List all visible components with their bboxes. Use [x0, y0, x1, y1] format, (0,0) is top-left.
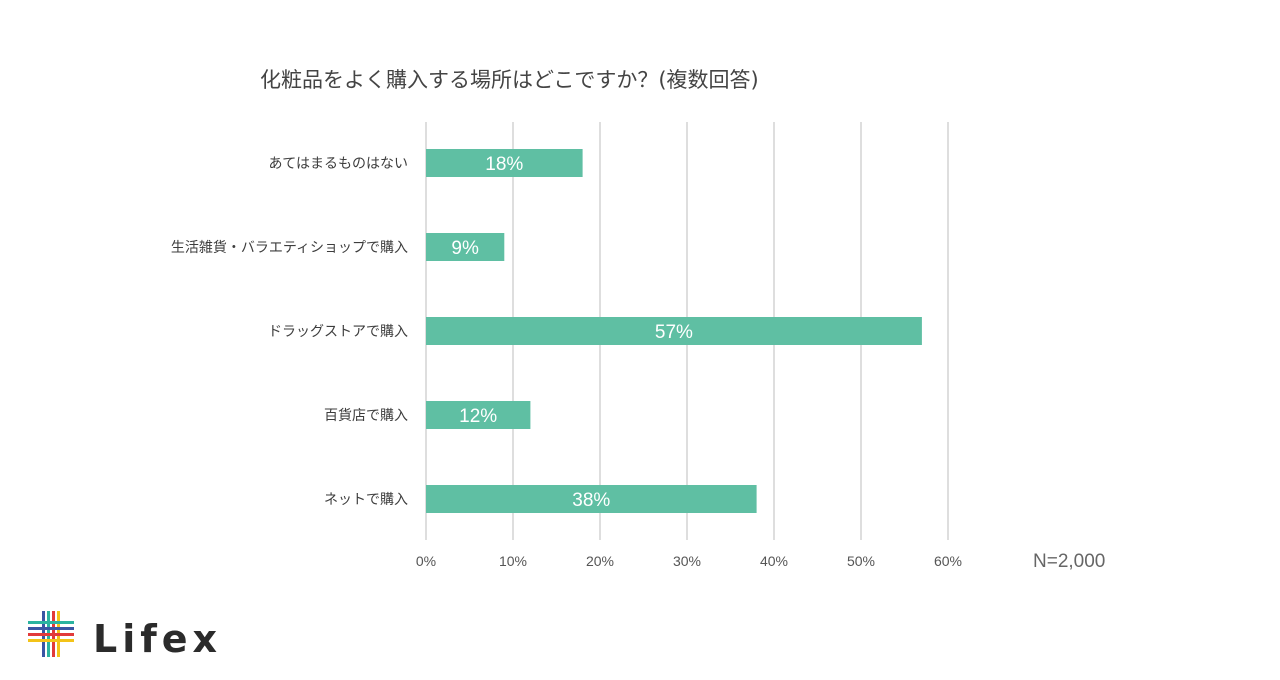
- bar: [426, 233, 505, 261]
- x-tick-label: 20%: [586, 553, 614, 569]
- logo-text: Lifex: [93, 617, 222, 661]
- chart-title: 化粧品をよく購入する場所はどこですか？(複数回答): [260, 68, 759, 92]
- data-label: 57%: [655, 322, 693, 343]
- bars: 18% 9% 57% 12% 38%: [426, 149, 922, 513]
- bar: [426, 485, 757, 513]
- data-label: 12%: [459, 406, 497, 427]
- category-label: 生活雑貨・バラエティショップで購入: [171, 239, 408, 256]
- category-label: あてはまるものはない: [269, 156, 408, 172]
- x-tick-label: 0%: [416, 553, 436, 569]
- category-label: ドラッグストアで購入: [268, 324, 408, 340]
- x-tick-label: 40%: [760, 553, 788, 569]
- x-tick-label: 30%: [673, 553, 701, 569]
- bar: [426, 317, 922, 345]
- x-tick-label: 60%: [934, 553, 962, 569]
- bar: [426, 149, 583, 177]
- logo-stripe: [28, 639, 74, 642]
- x-tick-label: 10%: [499, 553, 527, 569]
- logo-stripe: [28, 621, 74, 624]
- sample-size-note: N=2,000: [1033, 551, 1105, 572]
- data-label: 38%: [572, 490, 610, 511]
- bar: [426, 401, 531, 429]
- data-label: 9%: [451, 238, 479, 259]
- data-label: 18%: [485, 154, 523, 175]
- x-tick-label: 50%: [847, 553, 875, 569]
- category-label: ネットで購入: [324, 492, 408, 508]
- category-label: 百貨店で購入: [324, 407, 408, 424]
- logo-stripe: [28, 627, 74, 630]
- x-axis-ticks: 0% 10% 20% 30% 40% 50% 60%: [416, 553, 962, 569]
- category-labels: あてはまるものはない生活雑貨・バラエティショップで購入ドラッグストアで購入百貨店…: [171, 156, 408, 508]
- logo-stripe: [28, 633, 74, 636]
- lifex-logo: Lifex: [28, 611, 222, 661]
- logo-mark-icon: [28, 611, 74, 657]
